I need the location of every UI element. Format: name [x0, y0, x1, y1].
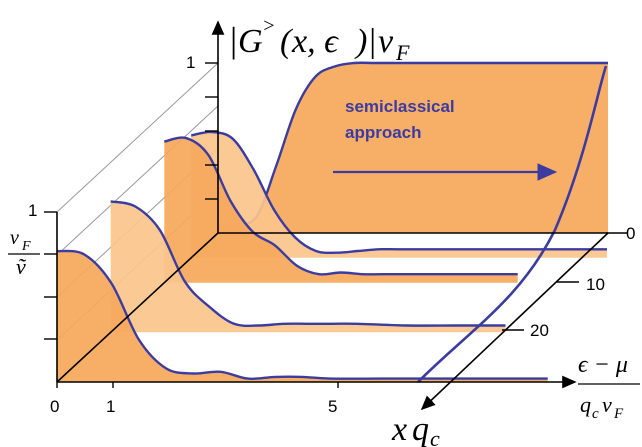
y-tick-back: 1 [186, 53, 195, 72]
svg-text:v: v [378, 23, 394, 60]
x-tick-5: 5 [328, 397, 337, 416]
depth-tick-0: 0 [626, 224, 635, 243]
svg-text:c: c [430, 426, 440, 447]
svg-text:>: > [262, 15, 276, 37]
svg-text:G: G [238, 23, 263, 60]
svg-text:q: q [412, 411, 429, 447]
tick-marks [44, 62, 628, 388]
svg-text:(: ( [280, 23, 294, 60]
svg-text:)|: )| [354, 23, 377, 60]
svg-text:F: F [21, 239, 31, 254]
x-tick-1: 1 [106, 397, 115, 416]
svg-text:c: c [592, 406, 599, 422]
series-fill-depth-10 [164, 137, 518, 283]
svg-text:ϵ − μ: ϵ − μ [578, 352, 628, 378]
depth-tick-10: 10 [586, 275, 605, 294]
svg-text:v: v [602, 392, 612, 417]
svg-text:v: v [10, 227, 19, 249]
series-line-depth-10 [164, 136, 518, 276]
series-line-depth-20 [110, 200, 506, 328]
series-line-depth-5 [190, 130, 607, 255]
y-axis-title: | G > ( x, ϵ )| v F [228, 15, 410, 65]
guide-top-diagonal [56, 62, 219, 213]
series-fill-depth-0 [218, 62, 608, 233]
annotation-line-1: semiclassical [345, 97, 455, 116]
svg-text:q: q [580, 392, 591, 417]
axes [56, 20, 609, 411]
svg-text:F: F [395, 40, 410, 65]
x-axis-title: ϵ − μ q c v F [578, 352, 640, 422]
guide-diagonal-1 [56, 105, 219, 256]
series-fill-depth-20 [110, 201, 506, 333]
depth-tick-20: 20 [530, 321, 549, 340]
left-diagonal [56, 232, 219, 383]
svg-text:F: F [613, 406, 624, 422]
series-fill-depth-30 [57, 250, 548, 382]
depth-axis [420, 232, 609, 411]
y-tick-front: 1 [28, 201, 37, 220]
semiclassical-edge-curve [417, 65, 608, 383]
svg-text:|: | [228, 20, 238, 60]
inset-label: v F ṽ [8, 227, 40, 279]
svg-text:ṽ: ṽ [16, 254, 27, 279]
x-tick-0: 0 [50, 397, 59, 416]
svg-text:x, ϵ: x, ϵ [291, 23, 339, 60]
svg-text:x: x [391, 411, 407, 447]
depth-axis-title: x q c [391, 411, 440, 447]
annotation-line-2: approach [345, 123, 422, 142]
curve-panels [56, 61, 608, 383]
